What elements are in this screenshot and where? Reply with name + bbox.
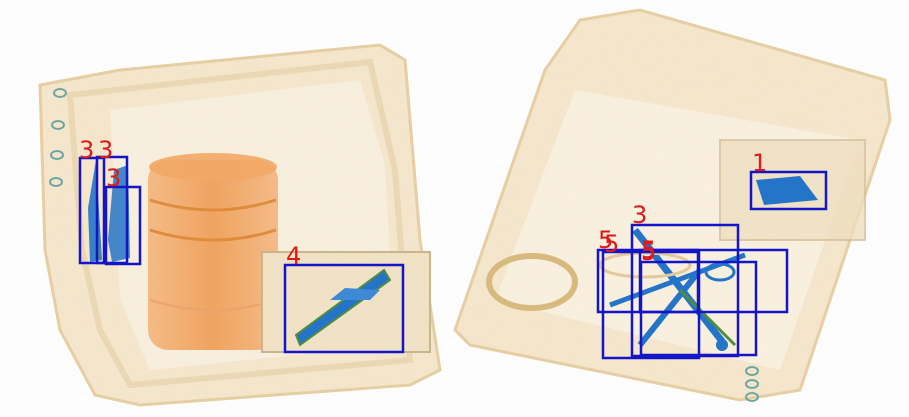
detection-box [78,156,106,265]
detection-label: 5 [641,238,656,266]
detection-label: 1 [752,149,767,177]
detection-label: 5 [641,236,656,264]
detection-box [283,263,405,354]
detection-boxes [78,155,828,360]
detection-label: 3 [79,136,94,164]
detection-box [639,260,758,357]
detection-labels: 3 3 3 4 1 3 5 5 5 5 [79,136,767,270]
detection-label: 5 [598,226,613,254]
detection-label: 3 [106,164,121,192]
detection-box [601,250,701,360]
detection-label: 3 [632,201,647,229]
detection-box [749,170,828,211]
detection-label: 3 [98,136,113,164]
detection-label: 5 [604,230,619,258]
detection-label: 4 [286,242,301,270]
detection-box [104,185,142,266]
